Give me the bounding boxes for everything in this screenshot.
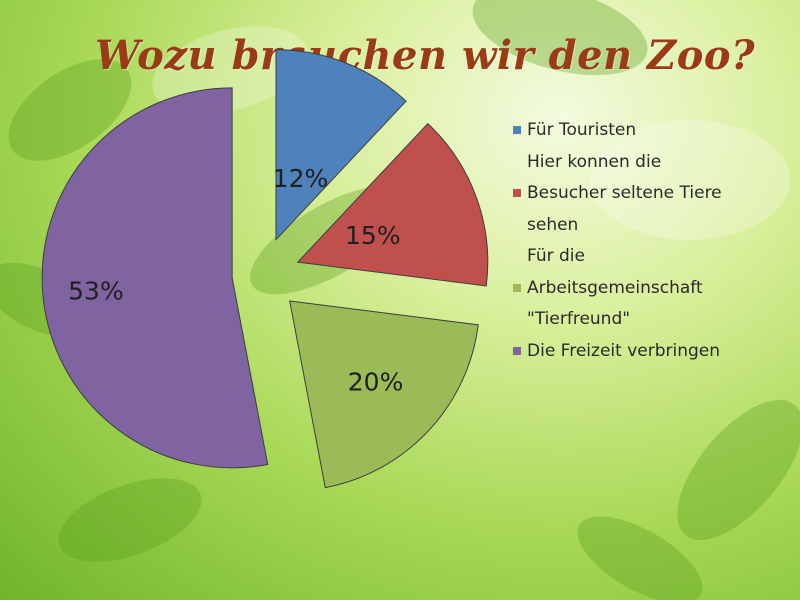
legend-swatch-4 [513,346,521,355]
page-title: Wozu brauchen wir den Zoo? [95,32,756,79]
pie-slice-2 [296,122,489,287]
slice-label-1: 12% [273,164,329,193]
legend-label: sehen [527,214,579,235]
legend-label: Die Freizeit verbringen [527,340,721,361]
legend-swatch-2 [513,189,521,197]
legend-entry-2: Hier konnen die Besucher seltene Tiere seh… [510,147,795,242]
pie-slice-4 [41,87,269,469]
legend-entry-1: Für Touristen [510,115,795,147]
slice-label-2: 15% [345,221,401,250]
legend-swatch-3 [513,283,521,292]
pie-slices [41,49,489,489]
legend-swatch-1 [513,126,521,134]
legend-label: "Tierfreund" [527,309,631,329]
pie-slice-1 [275,49,407,241]
chart-legend: Für Touristen Hier konnen die Besucher sel… [510,115,795,367]
pie-slice-3 [289,300,479,489]
pie-labels: 12% 15% 20% 53% [68,164,403,397]
legend-label: Für Touristen [527,120,637,140]
slice-label-4: 53% [68,277,124,306]
slice-label-3: 20% [348,368,404,397]
legend-label: Besucher seltene Tiere [527,183,722,203]
legend-label: Für die [527,246,585,266]
legend-label: Arbeitsgemeinschaft [527,277,703,298]
legend-entry-4: Die Freizeit verbringen [510,336,795,368]
legend-label: Hier konnen die [527,151,662,172]
legend-entry-3: Für die Arbeitsgemeinschaft "Tierfreund" [510,241,795,336]
